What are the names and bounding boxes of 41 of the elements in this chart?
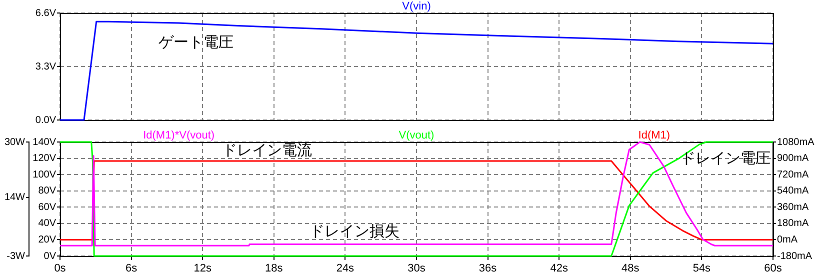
text: Id(M1)*V(vout): [143, 130, 215, 142]
y2-tick-label: 540mA: [777, 186, 810, 197]
annotation: ドレイン電流: [222, 141, 312, 160]
x-tick-label: 24s: [336, 262, 355, 275]
y-tick-label: 0V: [44, 250, 56, 262]
y2-tick-label: -180mA: [777, 250, 812, 262]
y2-tick-label: 720mA: [777, 169, 810, 180]
y-tick-label: 6.6V: [35, 8, 56, 19]
x-tick-label: 12s: [194, 262, 212, 275]
text: Id(M1): [638, 130, 670, 142]
annotation: ドレイン電圧: [680, 148, 770, 167]
x-tick-label: 18s: [265, 262, 284, 275]
x-tick-label: 30s: [408, 262, 426, 275]
x-tick-label: 48s: [622, 262, 640, 275]
x-tick-label: 60s: [764, 262, 782, 275]
text: V(vout): [398, 130, 434, 142]
annotation: ゲート電圧: [158, 32, 234, 51]
y2-tick-label: 360mA: [777, 202, 810, 213]
x-tick-label: 42s: [550, 262, 568, 275]
x-tick-label: 6s: [125, 262, 138, 275]
y-tick-label: 40V: [38, 218, 56, 230]
annotation: ドレイン損失: [310, 222, 400, 240]
y2-tick-label: 1080mA: [777, 136, 815, 148]
y3-tick-label: 30W: [4, 136, 26, 148]
y-tick-label: 20V: [38, 234, 56, 246]
y3-tick-label: -3W: [6, 250, 26, 262]
y3-tick-label: 14W: [4, 192, 26, 204]
y2-tick-label: 900mA: [777, 153, 810, 164]
y-tick-label: 0.0V: [35, 114, 56, 126]
y2-tick-label: 180mA: [777, 218, 810, 230]
y-tick-label: 80V: [38, 186, 56, 197]
y-tick-label: 3.3V: [35, 61, 56, 72]
x-tick-label: 54s: [692, 262, 712, 275]
series-label: V(vin): [402, 0, 431, 13]
y-tick-label: 60V: [38, 202, 56, 213]
y-tick-label: 120V: [32, 153, 56, 164]
x-tick-label: 36s: [478, 262, 498, 275]
y-tick-label: 100V: [32, 169, 56, 180]
y-tick-label: 140V: [32, 136, 56, 148]
y2-tick-label: 0mA: [777, 234, 798, 246]
x-tick-label: 0s: [54, 262, 66, 275]
